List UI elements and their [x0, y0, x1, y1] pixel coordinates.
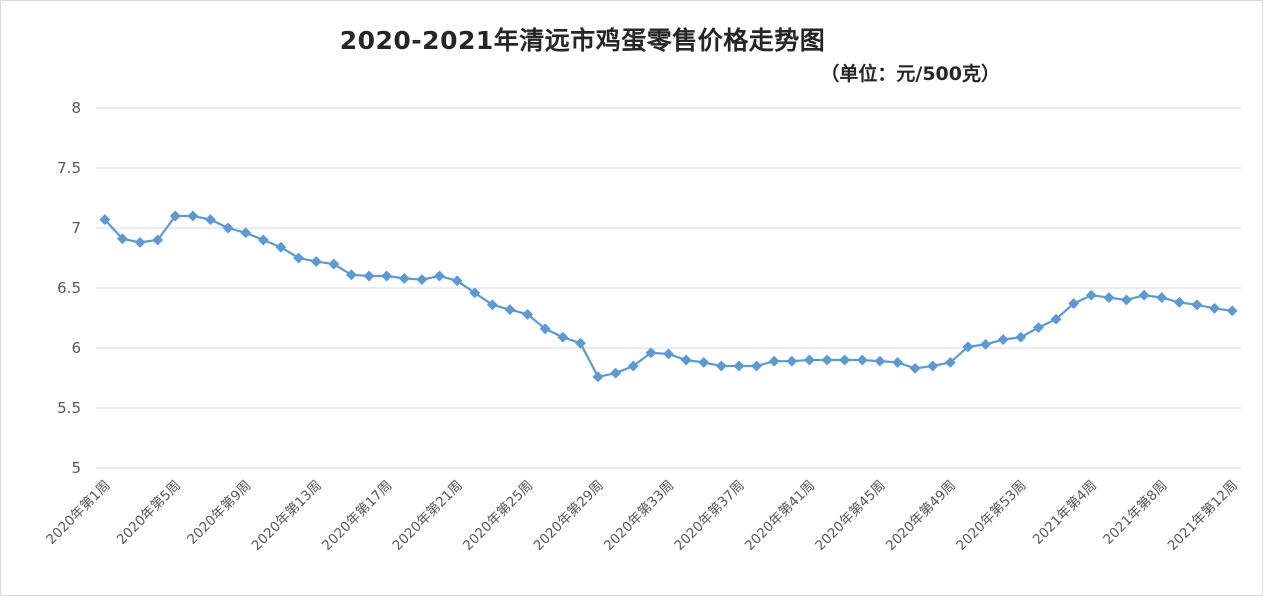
data-point: [522, 308, 534, 320]
data-point: [310, 256, 322, 268]
x-tick-label: 2020年第41周: [741, 477, 818, 554]
data-point: [627, 360, 639, 372]
data-point: [874, 355, 886, 367]
x-tick-label: 2020年第53周: [953, 477, 1030, 554]
data-point: [980, 338, 992, 350]
data-point: [1173, 296, 1185, 308]
data-point: [398, 272, 410, 284]
data-point: [257, 234, 269, 246]
x-axis-ticks: 2020年第1周 2020年第5周 2020年第9周2020年第13周2020年第1…: [43, 477, 1241, 554]
data-point: [1138, 289, 1150, 301]
data-point: [222, 222, 234, 234]
x-tick-label: 2021年第12周: [1164, 477, 1241, 554]
data-point: [134, 236, 146, 248]
gridlines: [96, 107, 1241, 469]
data-point: [345, 269, 357, 281]
data-point: [821, 354, 833, 366]
data-point: [786, 355, 798, 367]
data-point: [187, 210, 199, 222]
x-tick-label: 2020年第29周: [530, 477, 607, 554]
data-point: [328, 258, 340, 270]
data-point: [152, 234, 164, 246]
y-tick-label: 7: [71, 219, 81, 237]
x-tick-label: 2020年第5周: [113, 477, 184, 548]
data-point: [1209, 302, 1221, 314]
data-point: [680, 354, 692, 366]
data-point: [1226, 305, 1238, 317]
x-tick-label: 2020年第45周: [812, 477, 889, 554]
data-point: [698, 356, 710, 368]
data-point: [539, 323, 551, 335]
y-tick-label: 7.5: [57, 159, 81, 177]
data-point: [1156, 292, 1168, 304]
data-point: [645, 347, 657, 359]
data-point: [962, 341, 974, 353]
data-point: [433, 270, 446, 282]
series-layer: [99, 210, 1238, 383]
data-point: [1015, 331, 1027, 343]
data-point: [275, 241, 287, 253]
data-point: [1032, 322, 1044, 334]
chart-title: 2020-2021年清远市鸡蛋零售价格走势图: [339, 26, 826, 55]
x-tick-label: 2020年第13周: [248, 477, 325, 554]
data-point: [803, 354, 815, 366]
data-point: [116, 233, 128, 245]
data-point: [909, 362, 921, 374]
y-tick-label: 5.5: [57, 399, 81, 417]
data-point: [927, 360, 939, 372]
x-tick-label: 2020年第37周: [671, 477, 748, 554]
data-point: [715, 360, 727, 372]
data-point: [293, 252, 305, 264]
data-point: [169, 210, 181, 222]
x-tick-label: 2020年第33周: [600, 477, 677, 554]
data-point: [733, 360, 745, 372]
data-point: [574, 337, 586, 349]
data-point: [469, 287, 481, 299]
data-point: [451, 275, 463, 287]
x-tick-label: 2020年第21周: [389, 477, 466, 554]
y-tick-label: 5: [71, 459, 81, 477]
data-point: [1050, 313, 1062, 325]
data-point: [363, 270, 375, 282]
y-tick-label: 6.5: [57, 279, 81, 297]
data-point: [416, 274, 428, 286]
data-point: [99, 214, 111, 226]
x-tick-label: 2020年第17周: [318, 477, 395, 554]
x-tick-label: 2020年第1周: [43, 477, 114, 548]
y-axis-ticks: 5 5.5 6 6.5 7 7.5 8: [57, 99, 81, 477]
data-point: [204, 214, 217, 226]
data-point: [944, 356, 956, 368]
data-point: [751, 360, 763, 372]
data-point: [240, 227, 252, 239]
data-point: [1085, 289, 1097, 301]
data-point: [768, 355, 780, 367]
data-point: [662, 348, 675, 360]
data-point: [839, 354, 851, 366]
x-tick-label: 2021年第8周: [1100, 477, 1171, 548]
y-tick-label: 6: [71, 339, 81, 357]
data-point: [1068, 298, 1080, 310]
data-point: [891, 356, 904, 368]
data-point: [997, 334, 1009, 346]
x-tick-label: 2020年第9周: [184, 477, 255, 548]
data-point: [1103, 292, 1115, 304]
data-point: [1120, 294, 1133, 306]
data-point: [504, 304, 516, 316]
x-tick-label: 2020年第49周: [882, 477, 959, 554]
data-point: [610, 367, 622, 379]
x-tick-label: 2020年第25周: [459, 477, 536, 554]
y-tick-label: 8: [71, 99, 81, 117]
data-point: [592, 371, 604, 383]
x-tick-label: 2021年第4周: [1029, 477, 1100, 548]
data-point: [486, 299, 498, 311]
data-point: [557, 331, 569, 343]
data-point: [1191, 299, 1203, 311]
data-point: [856, 354, 868, 366]
data-point: [381, 270, 393, 282]
chart-unit-label: （单位：元/500克）: [820, 63, 1000, 85]
